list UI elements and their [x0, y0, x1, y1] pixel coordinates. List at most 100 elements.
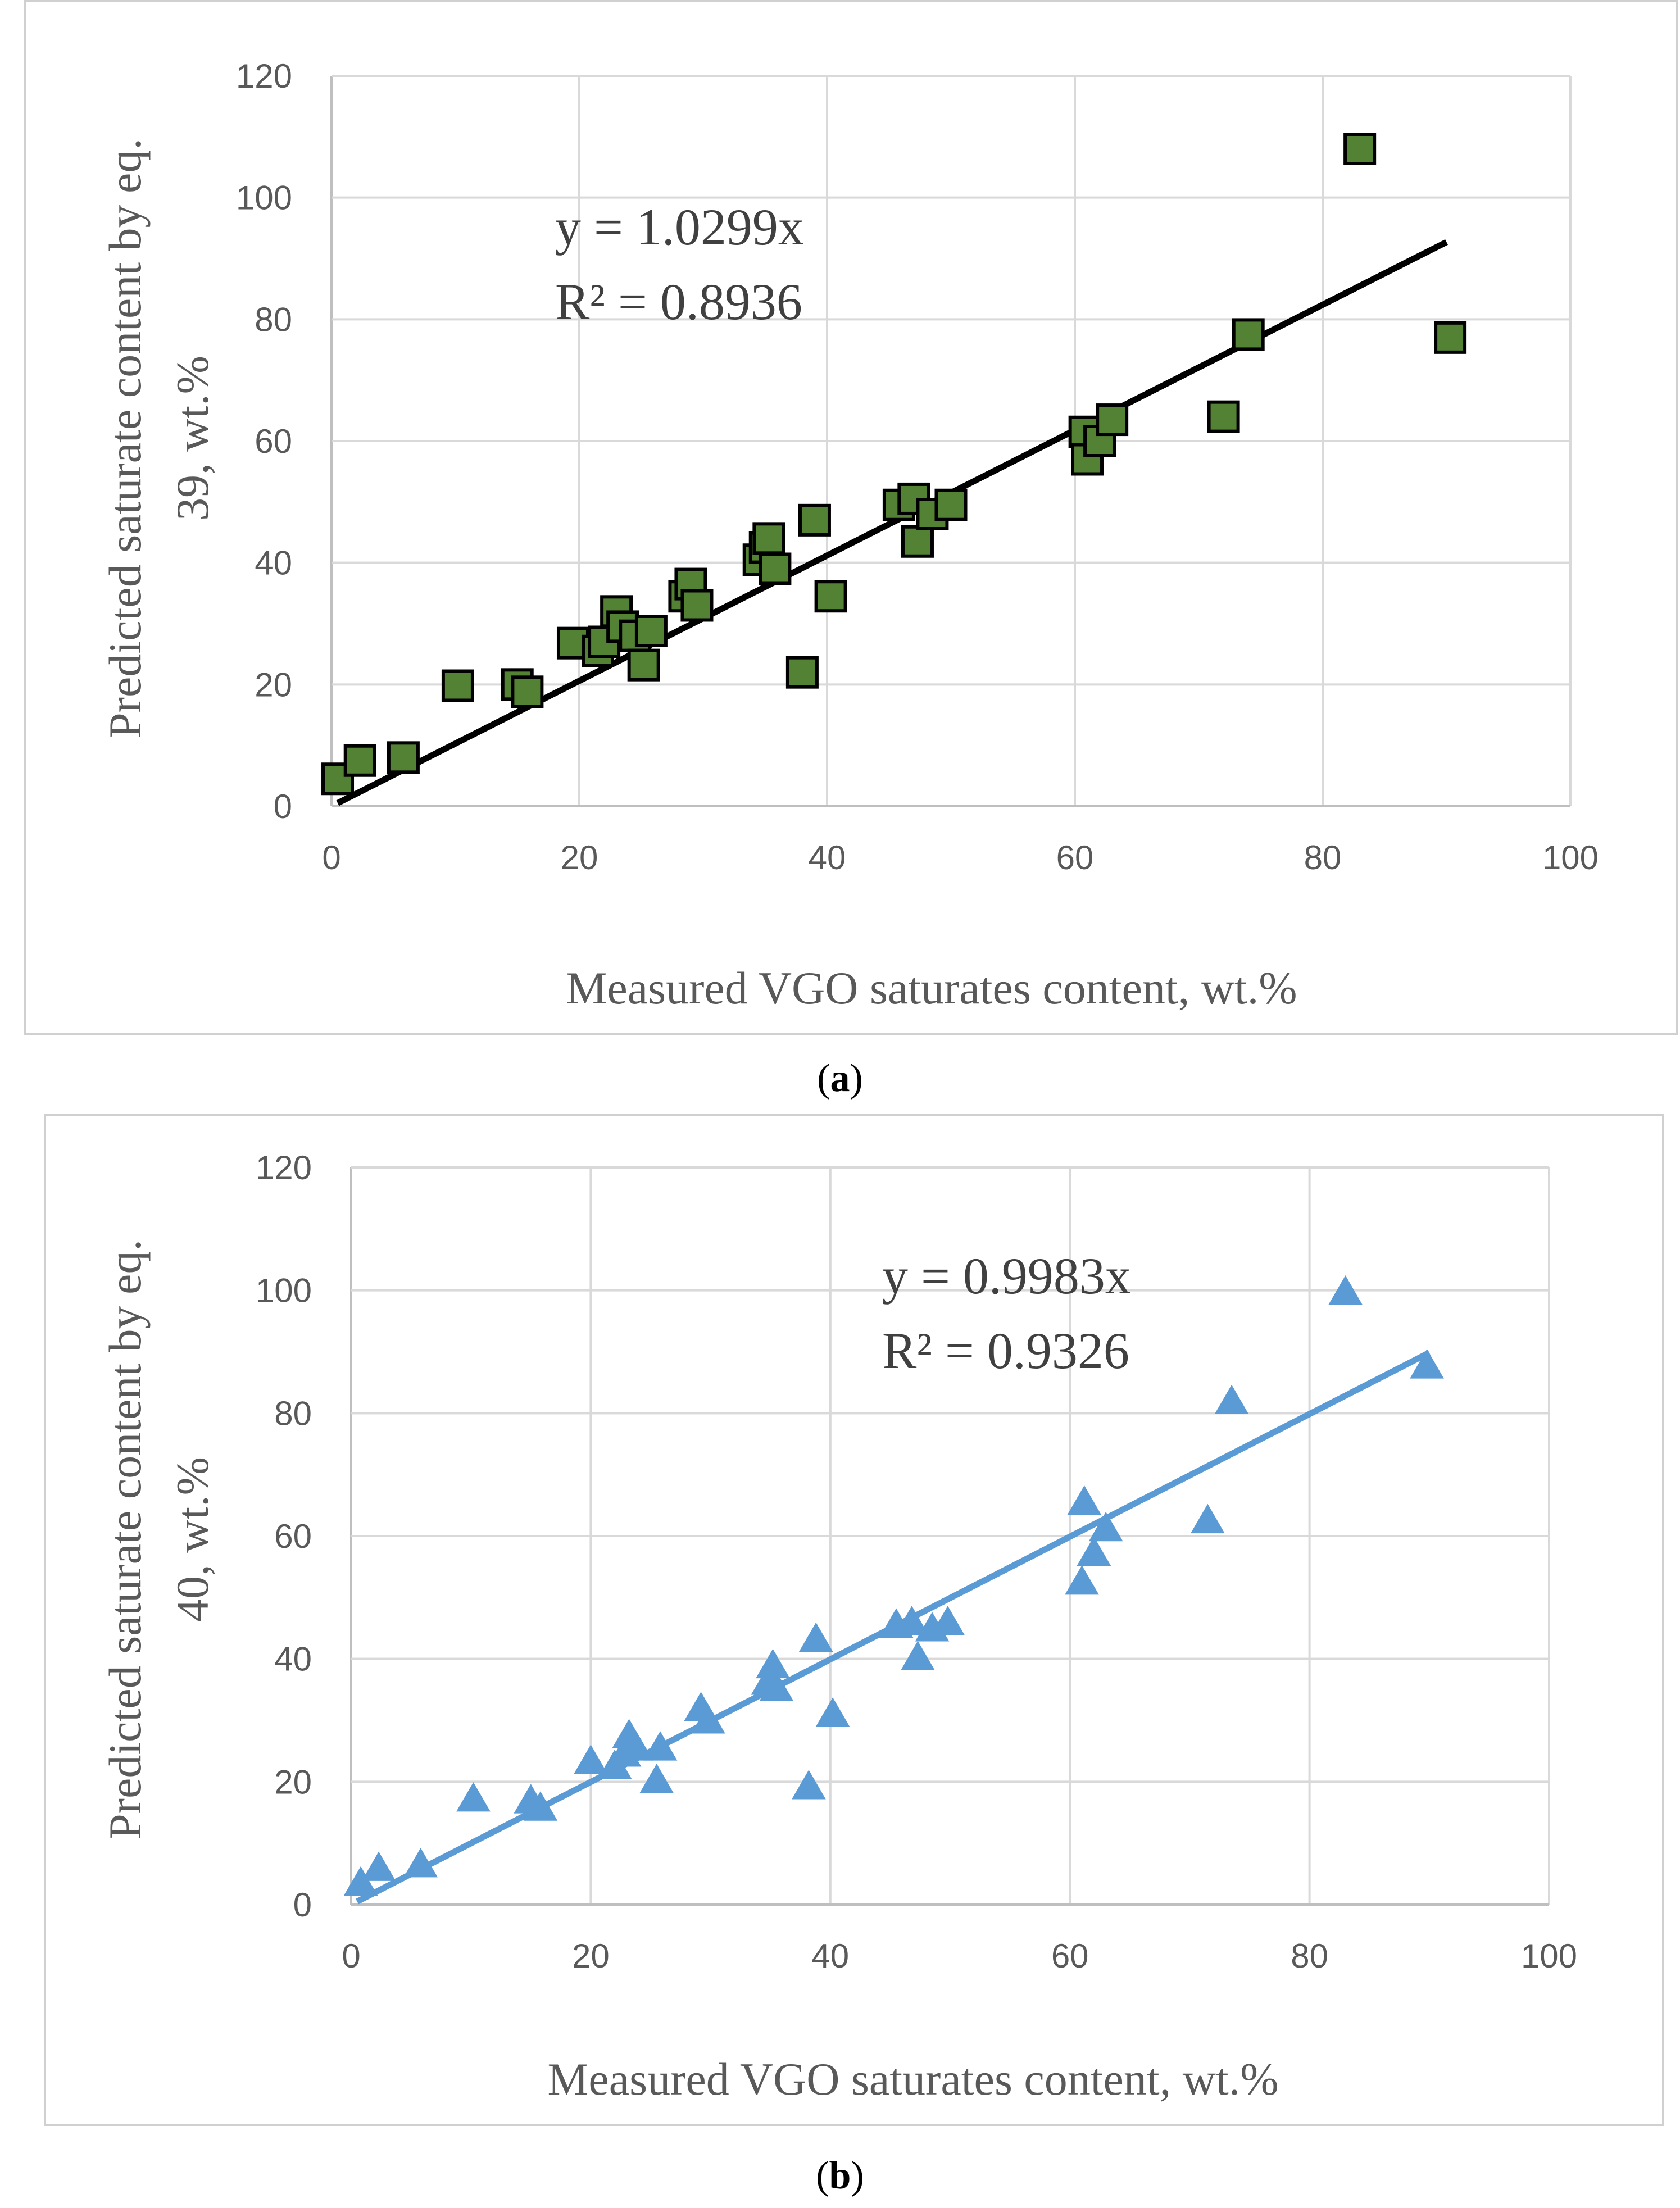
caption-a-close: ) — [850, 1057, 863, 1100]
y-axis-title-b-line1: Predicted saturate content by eq. — [99, 1239, 151, 1839]
x-tick-label-b-20: 20 — [572, 1937, 610, 1975]
data-point-a-26 — [901, 525, 934, 558]
y-tick-label-b-0: 0 — [293, 1886, 312, 1924]
data-point-b-3 — [456, 1782, 491, 1812]
y-tick-label-a-0: 0 — [274, 788, 292, 825]
y-tick-label-b-120: 120 — [256, 1149, 312, 1187]
data-point-a-21 — [785, 656, 819, 689]
chart-frame-b — [44, 1114, 1664, 2126]
x-axis-title-a: Measured VGO saturates content, wt.% — [566, 962, 1297, 1014]
data-point-a-20 — [759, 552, 792, 585]
data-point-b-20 — [815, 1697, 850, 1727]
data-point-a-33 — [1207, 400, 1240, 433]
y-tick-label-b-80: 80 — [274, 1394, 312, 1432]
x-tick-label-a-40: 40 — [809, 839, 846, 876]
data-point-b-26 — [1065, 1565, 1099, 1595]
x-tick-label-b-0: 0 — [342, 1937, 360, 1975]
data-point-b-28 — [1077, 1536, 1111, 1566]
data-point-a-32 — [1096, 403, 1129, 437]
equation-label-b: y = 0.9983x — [882, 1247, 1131, 1305]
data-point-b-23 — [901, 1641, 935, 1670]
data-point-b-30 — [1191, 1503, 1225, 1534]
data-point-a-1 — [343, 744, 376, 777]
data-point-b-14 — [691, 1704, 725, 1734]
data-point-b-11 — [639, 1764, 674, 1793]
data-point-b-25 — [930, 1606, 965, 1635]
data-point-b-17 — [759, 1671, 794, 1701]
y-axis-title-a-line1: Predicted saturate content by eq. — [99, 138, 151, 738]
r-squared-label-b: R² = 0.9326 — [882, 1322, 1129, 1379]
gridlines-a — [330, 75, 1572, 807]
data-point-b-2 — [403, 1847, 438, 1878]
y-tick-label-a-120: 120 — [236, 57, 292, 95]
data-point-b-1 — [361, 1851, 396, 1881]
caption-b-close: ) — [851, 2154, 864, 2197]
data-point-a-28 — [934, 488, 968, 521]
data-point-b-5 — [523, 1791, 558, 1821]
data-point-a-34 — [1232, 318, 1265, 351]
y-tick-label-b-60: 60 — [274, 1518, 312, 1555]
caption-a-open: ( — [817, 1057, 830, 1100]
data-point-a-13 — [634, 615, 668, 647]
y-tick-label-a-20: 20 — [255, 666, 292, 703]
chart-frame-a — [24, 0, 1678, 1035]
y-tick-label-b-40: 40 — [274, 1641, 312, 1678]
data-point-a-19 — [752, 522, 785, 555]
x-tick-label-a-20: 20 — [561, 839, 598, 876]
data-point-b-16 — [756, 1648, 790, 1679]
x-tick-label-a-0: 0 — [322, 839, 340, 876]
data-point-b-10 — [619, 1731, 653, 1761]
data-point-a-2 — [387, 741, 420, 774]
data-point-b-22 — [895, 1606, 929, 1635]
x-tick-label-b-60: 60 — [1051, 1937, 1089, 1975]
data-point-a-0 — [321, 762, 355, 796]
tick-labels-a: 0 20 40 60 80 100 0 20 40 60 80 100 120 — [236, 57, 1599, 876]
data-point-a-5 — [511, 675, 544, 708]
y-tick-label-a-60: 60 — [255, 422, 292, 460]
x-tick-label-b-80: 80 — [1291, 1937, 1328, 1975]
data-point-b-6 — [574, 1744, 608, 1774]
caption-a-letter: a — [830, 1057, 850, 1100]
y-tick-label-a-40: 40 — [255, 544, 292, 582]
data-point-b-27 — [1067, 1485, 1102, 1515]
data-point-b-0 — [343, 1866, 378, 1896]
y-tick-label-b-100: 100 — [256, 1272, 312, 1310]
data-point-a-12 — [627, 648, 660, 682]
data-point-b-12 — [643, 1731, 678, 1761]
y-axis-title-a-line2: 39, wt.% — [167, 356, 218, 521]
r-squared-label-a: R² = 0.8936 — [555, 273, 802, 330]
data-point-b-31 — [1214, 1384, 1249, 1414]
data-point-b-29 — [1088, 1511, 1123, 1542]
data-point-b-19 — [798, 1622, 833, 1652]
data-points-a — [321, 133, 1467, 796]
equation-label-a: y = 1.0299x — [555, 198, 804, 256]
data-point-b-32 — [1328, 1275, 1363, 1305]
x-tick-label-b-100: 100 — [1521, 1937, 1577, 1975]
x-tick-label-a-80: 80 — [1304, 839, 1342, 876]
x-tick-label-a-60: 60 — [1056, 839, 1094, 876]
y-tick-label-a-100: 100 — [236, 179, 292, 217]
x-axis-title-b: Measured VGO saturates content, wt.% — [547, 2053, 1278, 2105]
y-tick-label-a-80: 80 — [255, 301, 292, 338]
data-points-b — [343, 1275, 1444, 1896]
x-tick-label-a-100: 100 — [1542, 839, 1599, 876]
data-point-a-3 — [441, 669, 474, 702]
data-point-a-23 — [814, 580, 847, 613]
caption-b-open: ( — [816, 2154, 829, 2197]
data-point-a-35 — [1343, 133, 1377, 165]
tick-labels-b: 0 20 40 60 80 100 0 20 40 60 80 100 120 — [256, 1149, 1577, 1975]
x-tick-label-b-40: 40 — [811, 1937, 849, 1975]
data-point-a-36 — [1434, 321, 1467, 354]
data-point-a-22 — [798, 503, 831, 537]
y-tick-label-b-20: 20 — [274, 1763, 312, 1801]
caption-b: (b) — [816, 2154, 864, 2197]
data-point-b-33 — [1410, 1349, 1444, 1379]
y-axis-title-b-line2: 40, wt.% — [167, 1457, 218, 1622]
data-point-a-16 — [680, 589, 714, 622]
data-point-b-18 — [792, 1770, 826, 1800]
caption-a: (a) — [817, 1057, 863, 1100]
caption-b-letter: b — [829, 2154, 851, 2197]
